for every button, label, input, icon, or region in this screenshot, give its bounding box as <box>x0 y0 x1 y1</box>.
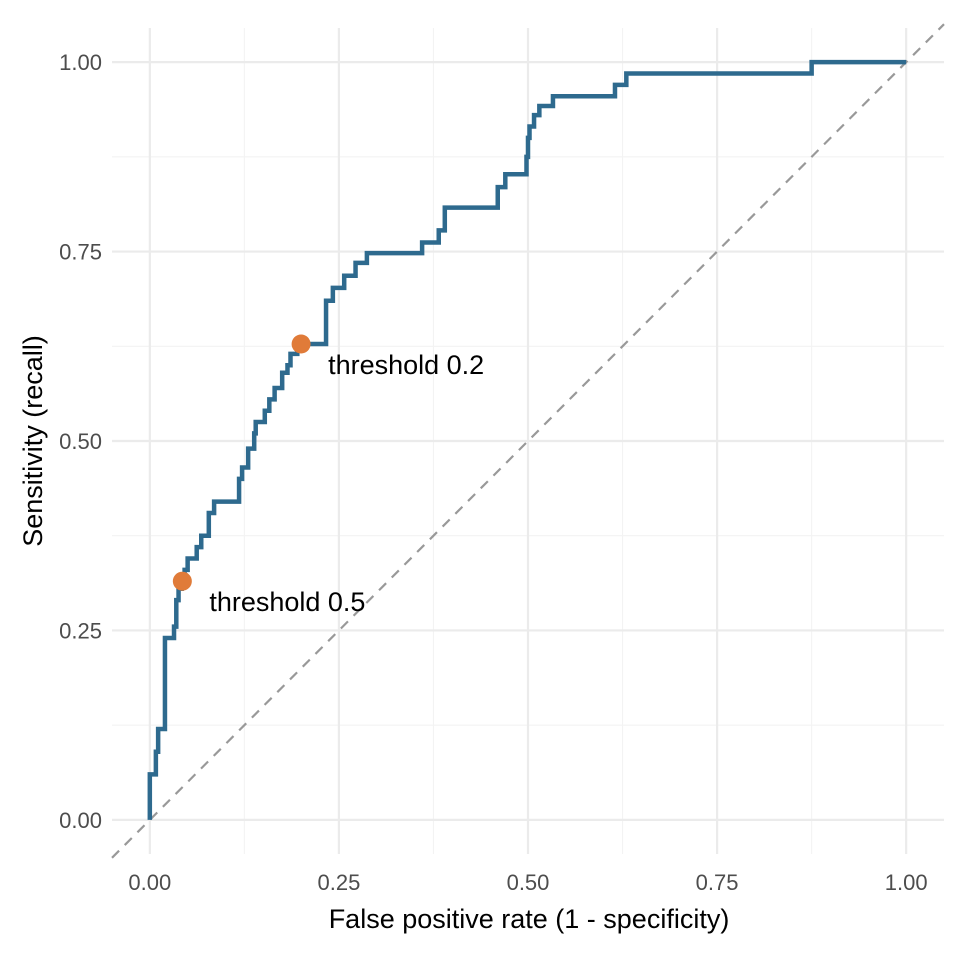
y-axis-title: Sensitivity (recall) <box>18 335 48 547</box>
threshold-labels-layer: threshold 0.5 threshold 0.2 <box>209 350 484 617</box>
y-tick-label: 0.75 <box>59 240 102 265</box>
x-tick-label: 0.00 <box>128 870 171 895</box>
x-tick-label: 1.00 <box>885 870 928 895</box>
threshold-points-layer <box>172 334 311 591</box>
chance-reference-line <box>111 23 945 859</box>
y-tick-label: 0.25 <box>59 618 102 643</box>
x-tick-label: 0.25 <box>317 870 360 895</box>
reference-line-layer <box>111 23 945 859</box>
x-tick-labels: 0.00 0.25 0.50 0.75 1.00 <box>128 870 927 895</box>
threshold-label: threshold 0.5 <box>209 587 365 617</box>
x-tick-label: 0.50 <box>507 870 550 895</box>
y-tick-label: 1.00 <box>59 50 102 75</box>
threshold-point <box>291 334 311 354</box>
threshold-label: threshold 0.2 <box>328 350 484 380</box>
y-tick-labels: 0.00 0.25 0.50 0.75 1.00 <box>59 50 102 833</box>
y-tick-label: 0.50 <box>59 429 102 454</box>
y-tick-label: 0.00 <box>59 808 102 833</box>
x-tick-label: 0.75 <box>696 870 739 895</box>
x-axis-title: False positive rate (1 - specificity) <box>329 904 730 934</box>
threshold-point <box>172 571 192 591</box>
